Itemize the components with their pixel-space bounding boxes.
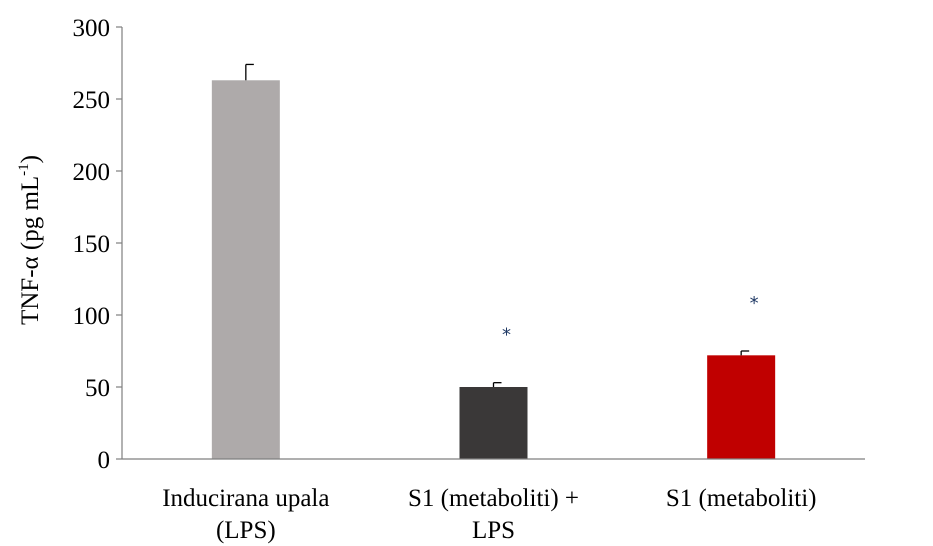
y-tick-label: 100 bbox=[73, 303, 111, 330]
y-tick-label: 150 bbox=[73, 231, 111, 258]
bar bbox=[707, 355, 776, 459]
y-tick-label: 0 bbox=[98, 447, 111, 474]
y-axis-title-superscript: -1 bbox=[16, 163, 32, 176]
y-tick-label: 250 bbox=[73, 87, 111, 114]
x-tick-label: S1 (metaboliti) bbox=[666, 485, 817, 512]
x-tick-label: LPS bbox=[472, 517, 515, 544]
x-tick-label: S1 (metaboliti) + bbox=[408, 485, 579, 512]
y-axis-title-close: ) bbox=[17, 155, 44, 163]
x-tick-label: (LPS) bbox=[216, 517, 276, 544]
y-axis-title: TNF-α (pg mL-1) bbox=[16, 155, 44, 325]
bar bbox=[211, 80, 280, 459]
y-axis-title-main: TNF-α (pg mL bbox=[17, 176, 44, 325]
x-tick-label: Inducirana upala bbox=[162, 485, 329, 512]
y-axis: 0 50 100 150 200 250 300 bbox=[73, 15, 123, 474]
y-tick-label: 50 bbox=[85, 375, 110, 402]
y-tick-label: 200 bbox=[73, 159, 111, 186]
significance-marker: * bbox=[750, 293, 759, 314]
x-axis: Inducirana upala (LPS) S1 (metaboliti) + LP… bbox=[122, 458, 865, 544]
bar bbox=[459, 387, 528, 459]
y-tick-label: 300 bbox=[73, 15, 111, 42]
significance-marker: * bbox=[502, 325, 511, 346]
bars: ** bbox=[211, 63, 776, 459]
